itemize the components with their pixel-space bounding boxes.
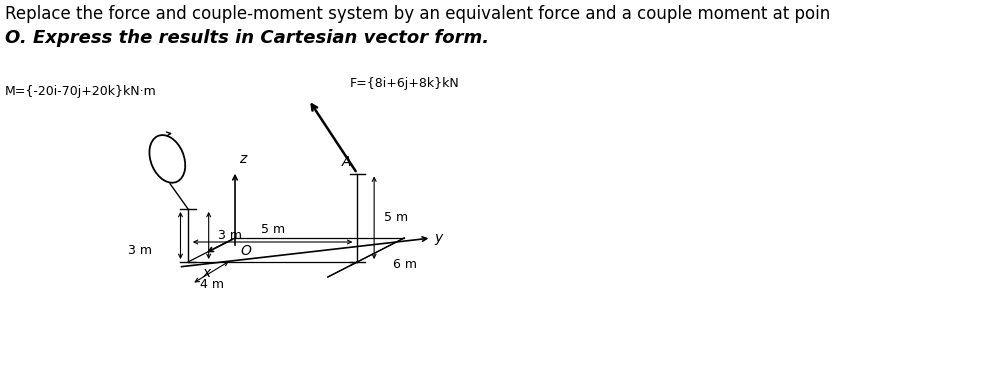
Text: 5 m: 5 m — [383, 211, 408, 224]
Text: O. Express the results in Cartesian vector form.: O. Express the results in Cartesian vect… — [5, 29, 489, 47]
Text: 4 m: 4 m — [200, 278, 223, 291]
Text: 3 m: 3 m — [218, 229, 242, 242]
Text: A: A — [342, 156, 352, 169]
Text: y: y — [435, 231, 443, 245]
Text: z: z — [238, 152, 246, 166]
Text: F={8i+6j+8k}kN: F={8i+6j+8k}kN — [350, 77, 459, 90]
Text: M={-20i-70j+20k}kN·m: M={-20i-70j+20k}kN·m — [5, 85, 157, 97]
Text: 5 m: 5 m — [260, 223, 285, 236]
Text: O: O — [240, 244, 251, 258]
Text: Replace the force and couple-moment system by an equivalent force and a couple m: Replace the force and couple-moment syst… — [5, 5, 830, 23]
Text: 3 m: 3 m — [128, 244, 152, 257]
Text: 6 m: 6 m — [393, 258, 417, 271]
Text: x: x — [203, 266, 211, 280]
